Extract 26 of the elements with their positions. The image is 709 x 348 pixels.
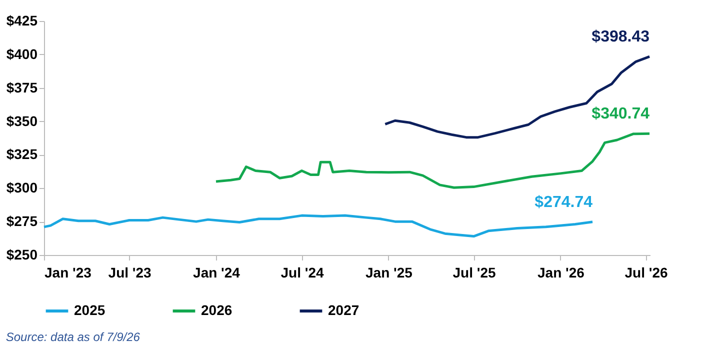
y-tick-label: $350 (6, 112, 38, 129)
source-note: Source: data as of 7/9/26 (6, 330, 140, 344)
x-tick-label: Jan '23 (44, 264, 92, 280)
y-tick-label: $300 (6, 180, 38, 196)
x-tick-label: Jan '25 (366, 264, 413, 280)
line-series (384, 55, 651, 139)
x-tick-label: Jul '25 (452, 264, 496, 280)
y-tick-label: $275 (6, 213, 38, 230)
x-tick-label: Jul '23 (108, 264, 152, 280)
y-tick-label: $325 (6, 146, 38, 162)
line-series (214, 132, 651, 189)
line-series (42, 214, 594, 238)
x-tick-label: Jan '26 (538, 264, 585, 280)
legend-label: 2027 (328, 302, 360, 318)
annotation: $398.43 (592, 28, 650, 46)
legend-label: 2026 (201, 302, 232, 318)
y-tick-label: $250 (6, 246, 38, 262)
y-tick-label: $425 (6, 12, 38, 28)
y-tick-label: $400 (6, 46, 38, 62)
y-tick-label: $375 (6, 79, 38, 96)
annotation: $274.74 (534, 194, 593, 211)
x-tick-label: Jan '24 (193, 264, 240, 280)
x-tick-label: Jul '24 (280, 264, 324, 280)
annotation: $340.74 (592, 106, 650, 123)
legend-label: 2025 (74, 302, 106, 318)
x-tick-label: Jul '26 (624, 264, 668, 280)
